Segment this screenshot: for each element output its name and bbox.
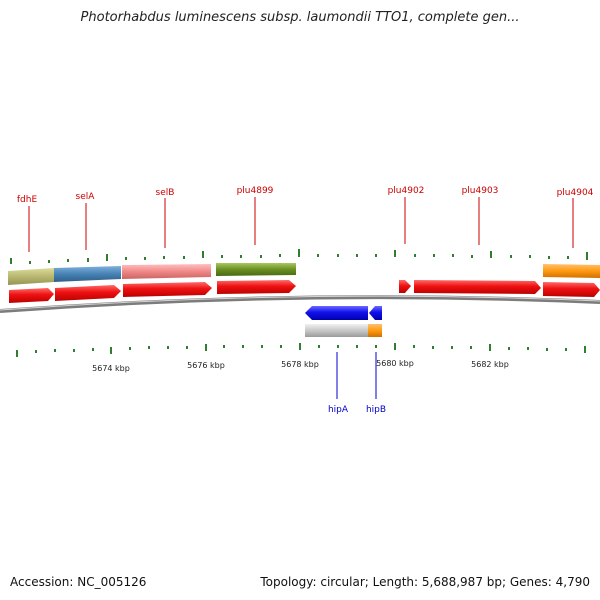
- top-label-connectors: [28, 197, 574, 252]
- cds-arrow-hipB[interactable]: [369, 306, 382, 320]
- cds-arrow-plu4904[interactable]: [543, 282, 600, 297]
- genome-title: Photorhabdus luminescens subsp. laumondi…: [80, 10, 520, 25]
- gene-label-plu4904[interactable]: plu4904: [557, 188, 594, 198]
- cds-arrow-selA[interactable]: [55, 285, 121, 301]
- topology-summary: Topology: circular; Length: 5,688,987 bp…: [260, 575, 590, 589]
- gene-label-plu4899[interactable]: plu4899: [237, 186, 274, 196]
- gene-label-selB[interactable]: selB: [156, 188, 175, 198]
- cds-arrow-hipA[interactable]: [305, 306, 368, 320]
- top-gene-labels: fdhE selA selB plu4899 plu4902 plu4903 p…: [17, 186, 594, 205]
- gene-bar-selA[interactable]: [54, 266, 121, 282]
- kbp-labels: 5674 kbp 5676 kbp 5678 kbp 5680 kbp 5682…: [92, 359, 509, 373]
- gene-label-fdhE[interactable]: fdhE: [17, 195, 38, 205]
- cds-arrow-plu4903[interactable]: [414, 280, 541, 294]
- gene-label-selA[interactable]: selA: [76, 192, 96, 202]
- cds-arrow-plu4902[interactable]: [399, 280, 411, 293]
- gene-bar-plu4904[interactable]: [543, 264, 600, 278]
- gene-label-hipB[interactable]: hipB: [366, 405, 386, 415]
- chromosome-backbone: [0, 295, 600, 313]
- kbp-label-5680: 5680 kbp: [376, 359, 414, 368]
- gene-bar-selB[interactable]: [122, 264, 211, 279]
- upper-annotation-bars: [8, 263, 600, 285]
- lower-annotation-bars: [305, 324, 382, 337]
- bottom-gene-labels: hipA hipB: [328, 405, 386, 415]
- gene-label-plu4903[interactable]: plu4903: [462, 186, 499, 196]
- kbp-label-5674: 5674 kbp: [92, 364, 130, 373]
- gene-label-hipA[interactable]: hipA: [328, 405, 349, 415]
- lower-ticks: [16, 343, 586, 357]
- bottom-label-connectors: [336, 352, 377, 399]
- gene-bar-plu4899[interactable]: [216, 263, 296, 276]
- forward-cds-arrows: [9, 280, 600, 303]
- accession-text: Accession: NC_005126: [10, 575, 147, 589]
- gene-label-plu4902[interactable]: plu4902: [388, 186, 425, 196]
- kbp-label-5676: 5676 kbp: [187, 361, 225, 370]
- gene-bar-fdhE[interactable]: [8, 268, 54, 285]
- cds-arrow-fdhE[interactable]: [9, 288, 54, 303]
- chromosome-highlight: [0, 295, 600, 311]
- reverse-cds-arrows: [305, 306, 382, 320]
- cds-arrow-plu4899[interactable]: [217, 280, 296, 294]
- kbp-label-5678: 5678 kbp: [281, 360, 319, 369]
- upper-ticks: [10, 249, 588, 264]
- gene-bar-hipB[interactable]: [368, 324, 382, 337]
- gene-bar-hipA[interactable]: [305, 324, 368, 337]
- kbp-label-5682: 5682 kbp: [471, 360, 509, 369]
- cds-arrow-selB[interactable]: [123, 282, 212, 297]
